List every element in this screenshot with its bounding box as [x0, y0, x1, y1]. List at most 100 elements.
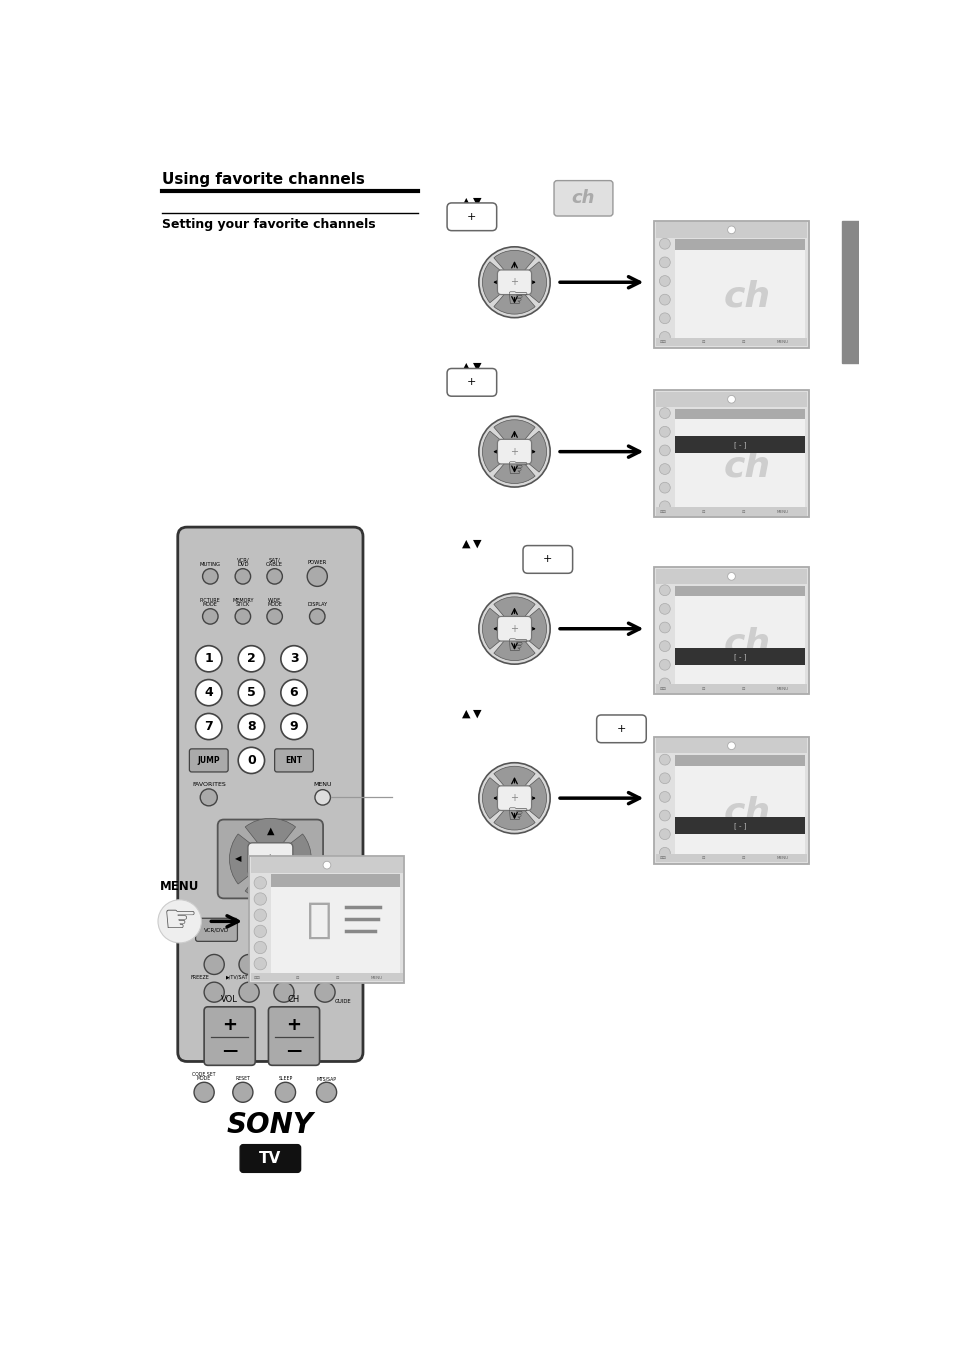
Text: ch: ch: [753, 781, 789, 809]
Text: [ - ]: [ - ]: [733, 442, 745, 449]
Text: [ - ]: [ - ]: [733, 653, 745, 659]
FancyBboxPatch shape: [240, 1144, 300, 1173]
Text: ▼: ▼: [473, 362, 481, 372]
Circle shape: [659, 295, 670, 305]
Bar: [655, 684, 806, 693]
Text: ⊡⊡: ⊡⊡: [659, 857, 666, 861]
Wedge shape: [494, 250, 535, 282]
FancyBboxPatch shape: [447, 203, 497, 231]
Wedge shape: [245, 859, 295, 900]
Text: SYSTEM OFF: SYSTEM OFF: [316, 946, 350, 951]
Circle shape: [478, 763, 550, 834]
Text: CODE SET
MODE: CODE SET MODE: [193, 1073, 215, 1082]
Circle shape: [478, 416, 550, 488]
Text: RESET: RESET: [235, 1077, 250, 1082]
Text: 5: 5: [247, 686, 255, 700]
Circle shape: [158, 900, 201, 943]
FancyBboxPatch shape: [268, 1006, 319, 1066]
Text: VCR/
DVD: VCR/ DVD: [236, 558, 249, 567]
Wedge shape: [482, 431, 514, 471]
Text: ▼: ▼: [473, 708, 481, 719]
Text: ▲: ▲: [461, 196, 470, 207]
Circle shape: [253, 942, 266, 954]
Circle shape: [234, 609, 251, 624]
FancyBboxPatch shape: [654, 390, 808, 517]
FancyBboxPatch shape: [596, 715, 645, 743]
Text: ▶: ▶: [298, 854, 305, 863]
Text: ☞: ☞: [507, 804, 529, 827]
Wedge shape: [482, 262, 514, 303]
Circle shape: [727, 396, 735, 403]
Circle shape: [316, 1082, 336, 1102]
Circle shape: [659, 792, 670, 802]
Circle shape: [239, 982, 259, 1002]
Text: ⊡⊡: ⊡⊡: [659, 686, 666, 690]
Bar: [655, 338, 806, 346]
Wedge shape: [494, 798, 535, 830]
FancyBboxPatch shape: [304, 919, 346, 942]
Circle shape: [314, 790, 330, 805]
Text: FREEZE: FREEZE: [191, 975, 210, 979]
FancyBboxPatch shape: [274, 748, 313, 771]
FancyBboxPatch shape: [497, 616, 531, 642]
Text: ch: ch: [722, 450, 770, 484]
Text: ch: ch: [753, 265, 789, 293]
Text: 8: 8: [247, 720, 255, 734]
Circle shape: [659, 811, 670, 821]
Circle shape: [659, 444, 670, 455]
Text: VOL: VOL: [221, 994, 238, 1004]
FancyBboxPatch shape: [654, 567, 808, 694]
Text: ▼: ▼: [473, 196, 481, 207]
Circle shape: [659, 640, 670, 651]
FancyBboxPatch shape: [190, 748, 228, 771]
Text: ⊡⊡: ⊡⊡: [253, 975, 260, 979]
Circle shape: [659, 773, 670, 784]
Bar: [271, 886, 399, 973]
Text: SAT/
CABLE: SAT/ CABLE: [266, 558, 283, 567]
Circle shape: [253, 877, 266, 889]
Text: MENU: MENU: [160, 880, 199, 893]
Bar: [674, 239, 804, 250]
Wedge shape: [494, 766, 535, 798]
Circle shape: [727, 226, 735, 234]
Text: ⊡⊡: ⊡⊡: [659, 509, 666, 513]
Circle shape: [659, 463, 670, 474]
Wedge shape: [494, 420, 535, 451]
Circle shape: [659, 276, 670, 286]
Circle shape: [202, 569, 218, 584]
Text: ⊡: ⊡: [740, 857, 744, 861]
Circle shape: [234, 569, 251, 584]
Text: MENU: MENU: [776, 509, 788, 513]
Bar: [655, 854, 806, 862]
Text: ch: ch: [722, 796, 770, 830]
Text: ⊡: ⊡: [295, 975, 298, 979]
Bar: [674, 647, 804, 665]
Text: 👤: 👤: [306, 898, 332, 940]
Circle shape: [193, 1082, 214, 1102]
Wedge shape: [494, 628, 535, 661]
Text: TV/VIDEO: TV/VIDEO: [324, 975, 350, 979]
Text: 0: 0: [247, 754, 255, 767]
Circle shape: [478, 593, 550, 665]
FancyBboxPatch shape: [497, 270, 531, 295]
Bar: [674, 436, 804, 454]
Text: MENU: MENU: [776, 857, 788, 861]
Text: +: +: [467, 212, 476, 222]
Text: 7: 7: [204, 720, 213, 734]
Circle shape: [238, 680, 264, 705]
Bar: [655, 569, 806, 584]
Circle shape: [280, 646, 307, 671]
FancyBboxPatch shape: [654, 220, 808, 347]
Wedge shape: [494, 282, 535, 315]
Circle shape: [314, 954, 335, 974]
Bar: [655, 222, 806, 238]
Circle shape: [204, 954, 224, 974]
Text: +: +: [265, 852, 275, 866]
Text: Using favorite channels: Using favorite channels: [162, 172, 364, 188]
Text: WIDE
MODE: WIDE MODE: [267, 597, 282, 607]
Circle shape: [478, 247, 550, 317]
Circle shape: [253, 893, 266, 905]
Text: ch: ch: [722, 627, 770, 661]
Wedge shape: [494, 597, 535, 628]
Text: ch: ch: [571, 189, 595, 207]
